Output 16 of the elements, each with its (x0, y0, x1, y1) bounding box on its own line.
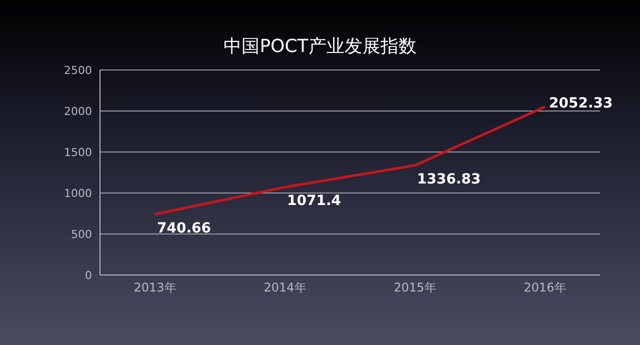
y-tick-label: 500 (71, 228, 92, 241)
x-tick-label: 2014年 (264, 280, 306, 295)
y-tick-label: 0 (85, 268, 92, 282)
x-tick-label: 2016年 (524, 280, 566, 295)
data-label: 1336.83 (417, 171, 481, 188)
data-label: 740.66 (157, 220, 212, 236)
x-tick-label: 2015年 (394, 280, 436, 295)
x-tick-label: 2013年 (134, 280, 176, 295)
data-label: 2052.33 (549, 96, 613, 112)
y-tick-label: 1500 (64, 146, 92, 159)
y-tick-label: 2500 (64, 64, 92, 77)
y-tick-label: 1000 (64, 186, 92, 200)
chart-title: 中国POCT产业发展指数 (222, 35, 418, 58)
data-label: 1071.4 (287, 193, 342, 210)
line-series (154, 105, 546, 216)
y-tick-label: 2000 (64, 104, 92, 118)
